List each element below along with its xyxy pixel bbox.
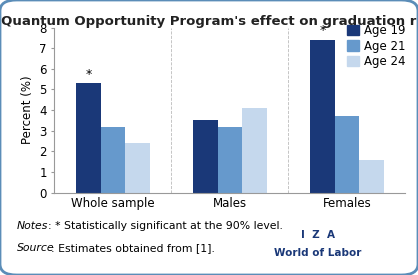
Text: Notes: Notes [17, 221, 48, 231]
Bar [125, 143, 150, 192]
Text: *: * [319, 24, 326, 37]
Legend: Age 19, Age 21, Age 24: Age 19, Age 21, Age 24 [347, 24, 405, 68]
Bar [359, 160, 384, 192]
Text: The Quantum Opportunity Program's effect on graduation rates: The Quantum Opportunity Program's effect… [0, 15, 418, 28]
Bar [218, 126, 242, 192]
Bar [335, 116, 359, 192]
Text: : Estimates obtained from [1].: : Estimates obtained from [1]. [51, 243, 215, 253]
Bar [193, 120, 218, 192]
Bar [76, 83, 101, 192]
Bar [310, 40, 335, 192]
Bar [242, 108, 267, 192]
Text: World of Labor: World of Labor [274, 248, 362, 257]
Text: : * Statistically significant at the 90% level.: : * Statistically significant at the 90%… [48, 221, 283, 231]
Bar [101, 126, 125, 192]
Y-axis label: Percent (%): Percent (%) [20, 76, 33, 144]
Text: *: * [85, 68, 92, 81]
Text: Source: Source [17, 243, 54, 253]
Text: I  Z  A: I Z A [301, 230, 335, 240]
